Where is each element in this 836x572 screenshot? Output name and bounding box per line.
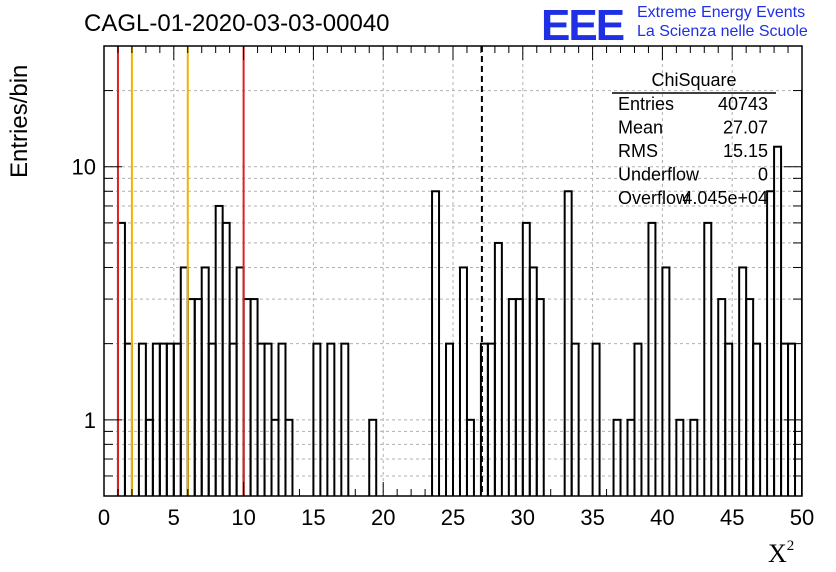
histogram-bar [158,342,168,496]
histogram-bar [242,298,252,496]
x-axis-label-base: X [768,539,787,568]
histogram-bar [312,342,322,496]
x-axis-label-sup: 2 [786,538,795,554]
histogram-bar [787,342,797,496]
histogram-bar [780,342,790,496]
histogram-bar [340,342,350,496]
stats-box-title: ChiSquare [651,70,736,90]
histogram-bar [724,342,734,496]
histogram-bar [137,342,147,496]
histogram-bar [493,241,503,496]
eee-logo: EEE [541,1,625,50]
histogram-bar [717,298,727,496]
histogram-bar [507,298,517,496]
histogram-bar [703,221,713,496]
x-tick-label: 20 [371,505,395,530]
histogram-bar [514,298,524,496]
x-tick-label: 35 [580,505,604,530]
x-axis-label: X2 [768,538,794,569]
stats-row-value: 40743 [718,94,768,114]
stats-row-value: 15.15 [723,141,768,161]
histogram-bar [144,418,154,496]
x-tick-label: 45 [720,505,744,530]
histogram-bar [647,221,657,496]
histogram-bar [626,418,636,496]
x-tick-label: 30 [511,505,535,530]
histogram-bar [830,138,836,536]
histogram-bar [277,342,287,496]
logo-line-2: La Scienza nelle Scuole [637,23,808,40]
stats-row-label: RMS [618,141,658,161]
x-tick-label: 50 [790,505,814,530]
x-tick-label: 5 [168,505,180,530]
histogram-bar [816,178,823,536]
x-tick-label: 25 [441,505,465,530]
histogram-bar [249,298,259,496]
histogram-bar [186,298,196,496]
histogram-bar [284,418,294,496]
x-tick-label: 15 [301,505,325,530]
histogram-bar [214,204,224,496]
histogram-bar [801,89,802,496]
stats-box: ChiSquare Entries 40743 Mean 27.07 RMS 15.15 Un… [612,70,776,208]
histogram-bar [151,342,161,496]
y-tick-label: 1 [84,408,96,433]
histogram-bar [570,342,580,496]
stats-row-label: Overflow [618,188,690,208]
histogram-bar [661,266,671,496]
histogram-bar [256,342,266,496]
histogram-bar [465,418,475,496]
y-tick-label: 10 [72,155,96,180]
histogram-bar [773,145,783,496]
stats-row-value: 4.045e+04 [682,188,768,208]
histogram-bar [612,418,622,496]
histogram-bar [123,342,133,496]
chart-title: CAGL-01-2020-03-03-00040 [84,10,390,37]
x-tick-label: 0 [98,505,110,530]
histogram-bar [431,190,441,496]
histogram-bar [675,418,685,496]
stats-row-label: Underflow [618,165,700,185]
logo-line-1: Extreme Energy Events [637,4,806,21]
axes: 0 5 10 15 20 25 30 35 40 45 50 1 10 [72,45,814,530]
histogram-bar [633,342,643,496]
histogram-bar [486,342,496,496]
histogram-bar [116,221,126,496]
marker-lines [116,46,483,496]
histogram-bar [368,418,378,496]
histogram-bar [745,298,755,496]
stats-row-value: 27.07 [723,118,768,138]
histogram-bar [326,342,336,496]
stats-row-value: 0 [758,165,768,185]
histogram-bar [752,342,762,496]
histogram-bar [458,266,468,496]
stats-row-label: Mean [618,118,663,138]
histogram-bar [207,342,217,496]
stats-row-label: Entries [618,94,674,114]
histogram-bar [193,298,203,496]
histogram-bar [445,342,454,496]
histogram-bar [263,342,273,496]
x-tick-label: 40 [650,505,674,530]
histogram-bar [270,418,280,496]
histogram-bar [591,342,601,496]
histogram-bar [521,221,531,496]
histogram-bar [689,418,699,496]
x-tick-label: 10 [231,505,255,530]
histogram-bar [221,221,231,496]
histogram-bar [535,298,545,496]
